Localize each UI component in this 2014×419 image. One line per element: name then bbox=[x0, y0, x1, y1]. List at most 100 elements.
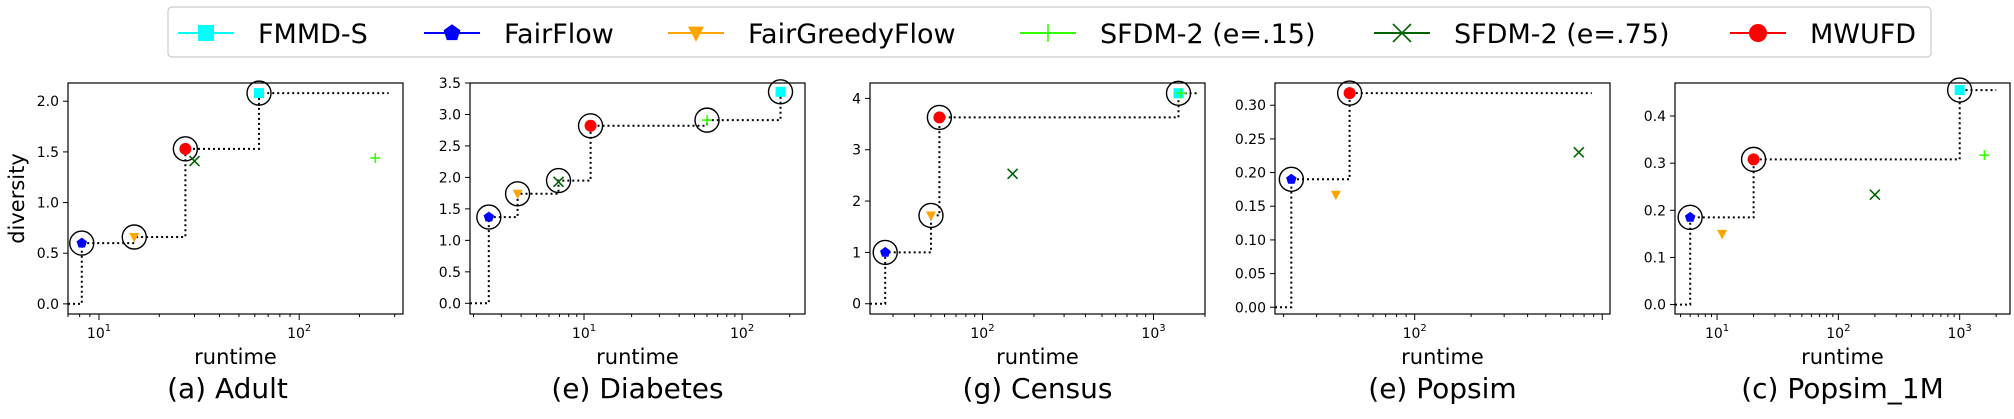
pareto-circle bbox=[767, 79, 794, 105]
y-tick-label: 0.1 bbox=[1644, 250, 1666, 266]
legend-label: FairGreedyFlow bbox=[748, 19, 956, 50]
point-fmmd-s bbox=[1954, 85, 1965, 96]
y-tick-label: 0.5 bbox=[439, 265, 461, 281]
y-tick-label: 2.5 bbox=[439, 139, 461, 155]
pareto-circle bbox=[504, 181, 531, 207]
y-tick-label: 0.05 bbox=[1235, 267, 1266, 283]
plot-frame bbox=[67, 82, 404, 315]
y-tick-label: 4 bbox=[852, 91, 861, 107]
y-tick-label: 0.20 bbox=[1235, 166, 1266, 182]
point-fairgreedyflow bbox=[1717, 229, 1728, 240]
point-sfdm-2-e-15- bbox=[702, 115, 713, 126]
pareto-circle bbox=[172, 136, 199, 162]
legend-marker-pentagon bbox=[443, 24, 461, 41]
legend-item: FMMD-S bbox=[178, 19, 368, 50]
x-tick-label: 103 bbox=[1141, 323, 1165, 342]
point-sfdm-2-e-75- bbox=[1007, 168, 1019, 180]
y-tick-label: 0.0 bbox=[439, 296, 461, 312]
y-tick-label: 0 bbox=[852, 297, 861, 313]
chart-title: (e) Diabetes bbox=[551, 372, 723, 405]
point-fairgreedyflow bbox=[512, 189, 523, 200]
legend-label: SFDM-2 (e=.75) bbox=[1454, 19, 1670, 50]
x-axis-label: runtime bbox=[194, 345, 277, 369]
x-tick-label: 101 bbox=[87, 323, 111, 342]
legend-item: FairFlow bbox=[424, 19, 614, 50]
point-sfdm-2-e-15- bbox=[1176, 88, 1187, 99]
y-tick-label: 0.0 bbox=[37, 297, 59, 313]
panel-3: 0.00 0.05 0.10 0.15 0.20 0.25 0.30 102 runtime (e… bbox=[1235, 80, 1611, 405]
pareto-frontier bbox=[470, 90, 788, 305]
y-tick-label: 0.00 bbox=[1235, 300, 1266, 316]
pareto-circle bbox=[577, 113, 604, 139]
y-tick-label: 1 bbox=[852, 245, 861, 261]
legend-label: MWUFD bbox=[1810, 19, 1916, 50]
pareto-circle bbox=[246, 80, 272, 106]
pareto-frontier bbox=[870, 92, 1198, 305]
pareto-circle bbox=[69, 230, 95, 256]
legend-marker-x bbox=[1392, 23, 1412, 43]
point-sfdm-2-e-75- bbox=[1573, 146, 1585, 158]
x-tick-label: 102 bbox=[730, 323, 754, 342]
legend-marker-square bbox=[198, 25, 214, 41]
chart-title: (g) Census bbox=[963, 372, 1113, 405]
pareto-circle bbox=[1278, 166, 1305, 193]
y-tick-label: 1.5 bbox=[439, 202, 461, 218]
y-tick-label: 0.3 bbox=[1644, 156, 1666, 172]
pareto-circle bbox=[694, 107, 720, 133]
legend-item: FairGreedyFlow bbox=[668, 19, 956, 50]
y-tick-label: 3.5 bbox=[439, 76, 461, 92]
y-tick-label: 0.30 bbox=[1235, 98, 1266, 114]
x-axis-label: runtime bbox=[596, 345, 679, 369]
x-tick-label: 102 bbox=[970, 323, 994, 342]
chart-title: (c) Popsim_1M bbox=[1741, 372, 1944, 405]
x-axis-label: runtime bbox=[1801, 345, 1884, 369]
y-tick-label: 0.15 bbox=[1235, 199, 1266, 215]
y-tick-label: 2 bbox=[852, 194, 861, 210]
x-tick-label: 102 bbox=[1403, 323, 1427, 342]
x-tick-label: 102 bbox=[1826, 323, 1850, 342]
y-tick-label: 3.0 bbox=[439, 107, 461, 123]
panel-1: 0.0 0.5 1.0 1.5 2.0 2.5 3.0 3.5 101 102 runtime (e)… bbox=[439, 76, 806, 405]
point-fairflow bbox=[1684, 211, 1696, 222]
plot-frame bbox=[469, 82, 806, 315]
x-tick-label: 101 bbox=[1705, 323, 1729, 342]
pareto-circle bbox=[121, 224, 147, 250]
pareto-circle bbox=[918, 202, 944, 229]
legend-marker-triangle-down bbox=[688, 26, 704, 42]
point-fmmd-s bbox=[775, 86, 786, 97]
x-axis-label: runtime bbox=[1401, 345, 1484, 369]
pareto-frontier bbox=[68, 92, 389, 305]
legend-label: FairFlow bbox=[504, 19, 614, 50]
point-fairgreedyflow bbox=[925, 211, 936, 221]
point-mwufd bbox=[179, 142, 192, 155]
plot-frame bbox=[1674, 82, 2011, 315]
chart-title: (a) Adult bbox=[167, 372, 288, 405]
point-fairflow bbox=[483, 211, 495, 222]
legend-item: SFDM-2 (e=.15) bbox=[1020, 19, 1316, 50]
x-tick-label: 101 bbox=[572, 323, 596, 342]
pareto-circle bbox=[545, 167, 572, 194]
point-fairgreedyflow bbox=[129, 233, 140, 243]
legend-label: FMMD-S bbox=[258, 19, 368, 50]
y-tick-label: 1.5 bbox=[37, 145, 59, 161]
pareto-circle bbox=[1677, 204, 1703, 231]
legend-item: SFDM-2 (e=.75) bbox=[1374, 19, 1670, 50]
legend-marker-circle bbox=[1749, 24, 1767, 42]
x-tick-label: 102 bbox=[287, 323, 311, 342]
pareto-frontier bbox=[1275, 92, 1592, 309]
pareto-circle bbox=[1165, 80, 1192, 106]
y-tick-label: 0.10 bbox=[1235, 233, 1266, 249]
panel-2: 0 1 2 3 4 102 103 runtime (g) Census bbox=[852, 80, 1206, 405]
y-axis-label: diversity bbox=[5, 153, 29, 244]
y-tick-label: 3 bbox=[852, 143, 861, 159]
point-sfdm-2-e-75- bbox=[188, 155, 201, 167]
y-tick-label: 0.25 bbox=[1235, 132, 1266, 148]
x-tick-label: 103 bbox=[1948, 323, 1972, 342]
panel-4: 0.0 0.1 0.2 0.3 0.4 101 102 103 runtime (c) Popsi… bbox=[1644, 77, 2011, 405]
y-tick-label: 2.0 bbox=[37, 94, 59, 110]
point-mwufd bbox=[1343, 87, 1356, 100]
pareto-circle bbox=[476, 204, 502, 230]
panel-0: 0.0 0.5 1.0 1.5 2.0 101 102 runtime diversity (a)… bbox=[5, 80, 404, 405]
